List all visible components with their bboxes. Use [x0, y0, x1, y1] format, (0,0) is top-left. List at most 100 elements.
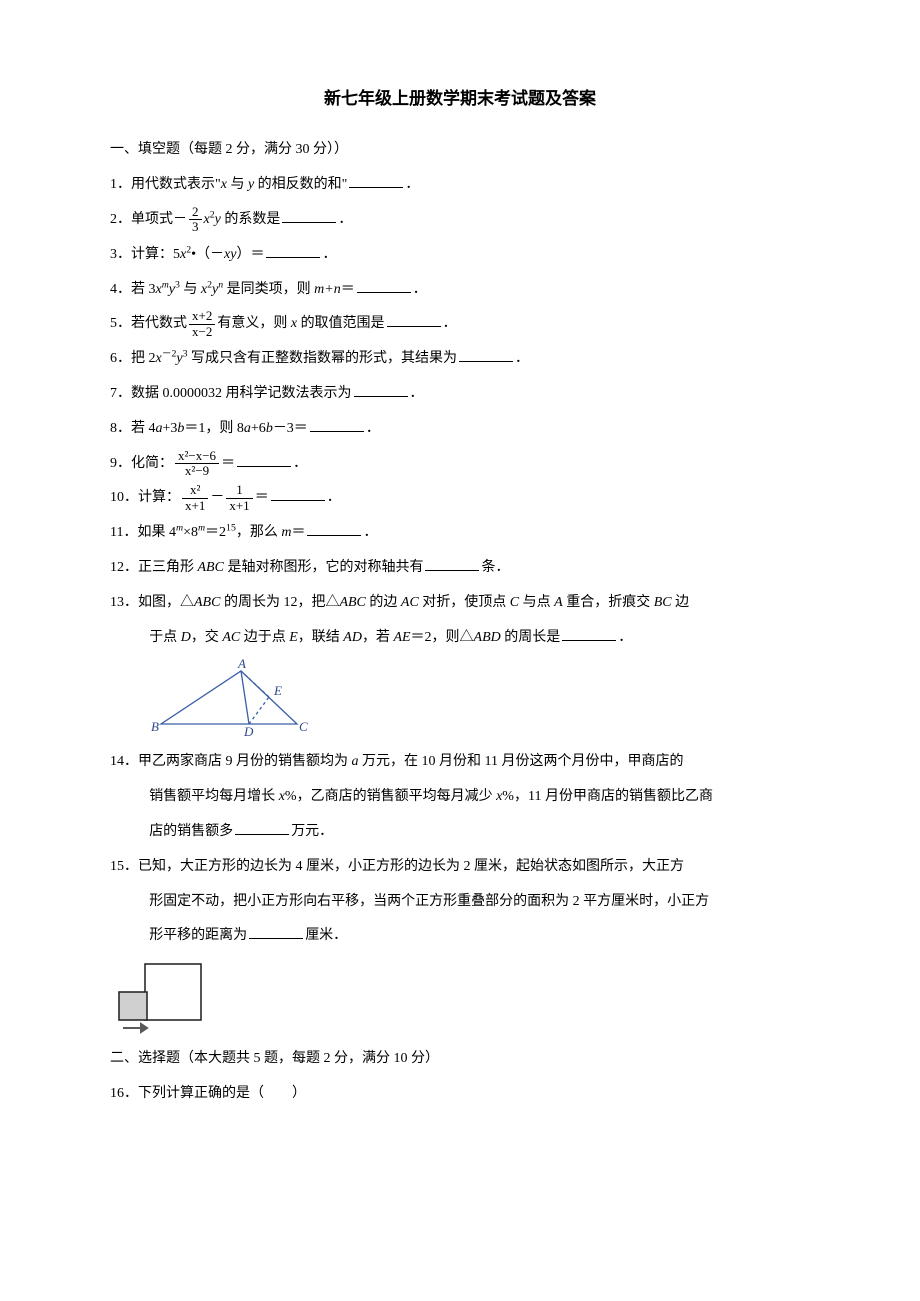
var-AE: AE — [393, 630, 410, 645]
q13-l2-d: ，联结 — [298, 630, 344, 645]
question-4: 4．若 3xmy3 与 x2yn 是同类项，则 m+n＝． — [110, 275, 810, 306]
q15-l3-b: 厘米． — [305, 928, 347, 943]
q13-text-c: 的边 — [366, 595, 401, 610]
fraction-q10b: 1x+1 — [226, 483, 252, 513]
q5-text-c: 的取值范围是 — [297, 316, 385, 331]
q14-l3-a: 店的销售额多 — [149, 824, 233, 839]
question-5: 5．若代数式x+2x−2有意义，则 x 的取值范围是． — [110, 309, 810, 340]
q14-l2-a: 销售额平均每月增长 — [149, 789, 279, 804]
q4-text-a: 4．若 3 — [110, 282, 156, 297]
q8-text-c: ＝1，则 8 — [184, 421, 244, 436]
q9-text-b: ＝ — [221, 456, 235, 471]
q2-text-b: 的系数是 — [221, 212, 281, 227]
section-2-heading: 二、选择题（本大题共 5 题，每题 2 分，满分 10 分） — [110, 1044, 810, 1075]
q12-text-c: 条． — [481, 560, 509, 575]
question-14: 14．甲乙两家商店 9 月份的销售额均为 a 万元，在 10 月份和 11 月份… — [110, 747, 810, 778]
frac-num: 1 — [226, 483, 252, 497]
question-8: 8．若 4a+3b＝1，则 8a+6b－3＝． — [110, 414, 810, 445]
fraction-2-3: 23 — [189, 205, 202, 235]
var-ABD: ABD — [474, 630, 501, 645]
var-a: a — [352, 754, 359, 769]
q13-end: ． — [618, 630, 632, 645]
q13-text-e: 与点 — [519, 595, 554, 610]
q13-text-a: 13．如图，△ — [110, 595, 194, 610]
var-ABC: ABC — [339, 595, 365, 610]
var-BC: BC — [654, 595, 672, 610]
figure-q15 — [117, 958, 810, 1036]
var-m: m — [176, 523, 183, 534]
var-ABC: ABC — [194, 595, 220, 610]
q6-end: ． — [515, 351, 529, 366]
frac-den: x−2 — [189, 324, 215, 339]
q15-text-a: 15．已知，大正方形的边长为 4 厘米，小正方形的边长为 2 厘米，起始状态如图… — [110, 859, 684, 874]
q10-text-a: 10．计算： — [110, 490, 180, 505]
q9-end: ． — [293, 456, 307, 471]
var-a: a — [244, 421, 251, 436]
question-9: 9．化简：x²−x−6x²−9＝． — [110, 449, 810, 480]
frac-num: x²−x−6 — [175, 449, 219, 463]
q3-text-a: 3．计算：5 — [110, 247, 180, 262]
q8-text-d: +6 — [251, 421, 266, 436]
frac-num: 2 — [189, 205, 202, 219]
q13-l2-f: ＝2，则△ — [411, 630, 474, 645]
blank — [235, 821, 289, 835]
question-10: 10．计算：x²x+1－1x+1＝． — [110, 483, 810, 514]
var-E: E — [289, 630, 298, 645]
q16-text: 16．下列计算正确的是（ ） — [110, 1086, 306, 1101]
blank — [357, 279, 411, 293]
q14-l3-b: 万元． — [291, 824, 333, 839]
q14-text-a: 14．甲乙两家商店 9 月份的销售额均为 — [110, 754, 352, 769]
blank — [307, 522, 361, 536]
question-14-line3: 店的销售额多 万元． — [110, 817, 810, 848]
q13-text-f: 重合，折痕交 — [563, 595, 654, 610]
q8-text-a: 8．若 4 — [110, 421, 156, 436]
question-14-line2: 销售额平均每月增长 x%，乙商店的销售额平均每月减少 x%，11 月份甲商店的销… — [110, 782, 810, 813]
q11-end: ． — [363, 525, 377, 540]
q8-text-b: +3 — [163, 421, 178, 436]
question-15-line3: 形平移的距离为厘米． — [110, 921, 810, 952]
q13-l2-b: ，交 — [191, 630, 223, 645]
q2-end: ． — [338, 212, 352, 227]
q14-l2-c: %，11 月份甲商店的销售额比乙商 — [502, 789, 713, 804]
q14-l2-b: %，乙商店的销售额平均每月减少 — [285, 789, 496, 804]
q13-l2-g: 的周长是 — [501, 630, 561, 645]
fraction-q5: x+2x−2 — [189, 309, 215, 339]
var-AD: AD — [343, 630, 362, 645]
question-2: 2．单项式－23x2y 的系数是． — [110, 205, 810, 236]
q2-text-a: 2．单项式－ — [110, 212, 187, 227]
question-1: 1．用代数式表示"x 与 y 的相反数的和"． — [110, 170, 810, 201]
fraction-q9: x²−x−6x²−9 — [175, 449, 219, 479]
blank — [459, 348, 513, 362]
var-AC: AC — [401, 595, 419, 610]
q5-end: ． — [443, 316, 457, 331]
fig-label-B: B — [151, 719, 159, 734]
q12-text-b: 是轴对称图形，它的对称轴共有 — [224, 560, 424, 575]
q13-l2-a: 于点 — [149, 630, 181, 645]
frac-den: x+1 — [226, 498, 252, 513]
q6-text-a: 6．把 2 — [110, 351, 156, 366]
var-D: D — [181, 630, 191, 645]
figure-q13: A B C D E — [149, 659, 810, 739]
q13-l2-e: ，若 — [362, 630, 394, 645]
q7-text-a: 7．数据 0.0000032 用科学记数法表示为 — [110, 386, 352, 401]
section-1-heading: 一、填空题（每题 2 分，满分 30 分）） — [110, 135, 810, 166]
fig-label-A: A — [237, 659, 246, 671]
q10-text-c: ＝ — [255, 490, 269, 505]
q11-text-e: ＝ — [291, 525, 305, 540]
blank — [425, 557, 479, 571]
var-m: m — [162, 279, 169, 290]
blank — [354, 383, 408, 397]
q8-text-e: －3＝ — [273, 421, 308, 436]
var-b: b — [266, 421, 273, 436]
var-mn: m+n — [314, 282, 341, 297]
question-13-line2: 于点 D，交 AC 边于点 E，联结 AD，若 AE＝2，则△ABD 的周长是． — [110, 623, 810, 654]
q5-text-a: 5．若代数式 — [110, 316, 187, 331]
q14-text-b: 万元，在 10 月份和 11 月份这两个月份中，甲商店的 — [359, 754, 684, 769]
q15-l2: 形固定不动，把小正方形向右平移，当两个正方形重叠部分的面积为 2 平方厘米时，小… — [149, 894, 709, 909]
fig-label-D: D — [243, 724, 254, 739]
question-13: 13．如图，△ABC 的周长为 12，把△ABC 的边 AC 对折，使顶点 C … — [110, 588, 810, 619]
fig-label-E: E — [273, 683, 282, 698]
q4-text-c: 是同类项，则 — [223, 282, 314, 297]
q7-end: ． — [410, 386, 424, 401]
blank — [562, 627, 616, 641]
